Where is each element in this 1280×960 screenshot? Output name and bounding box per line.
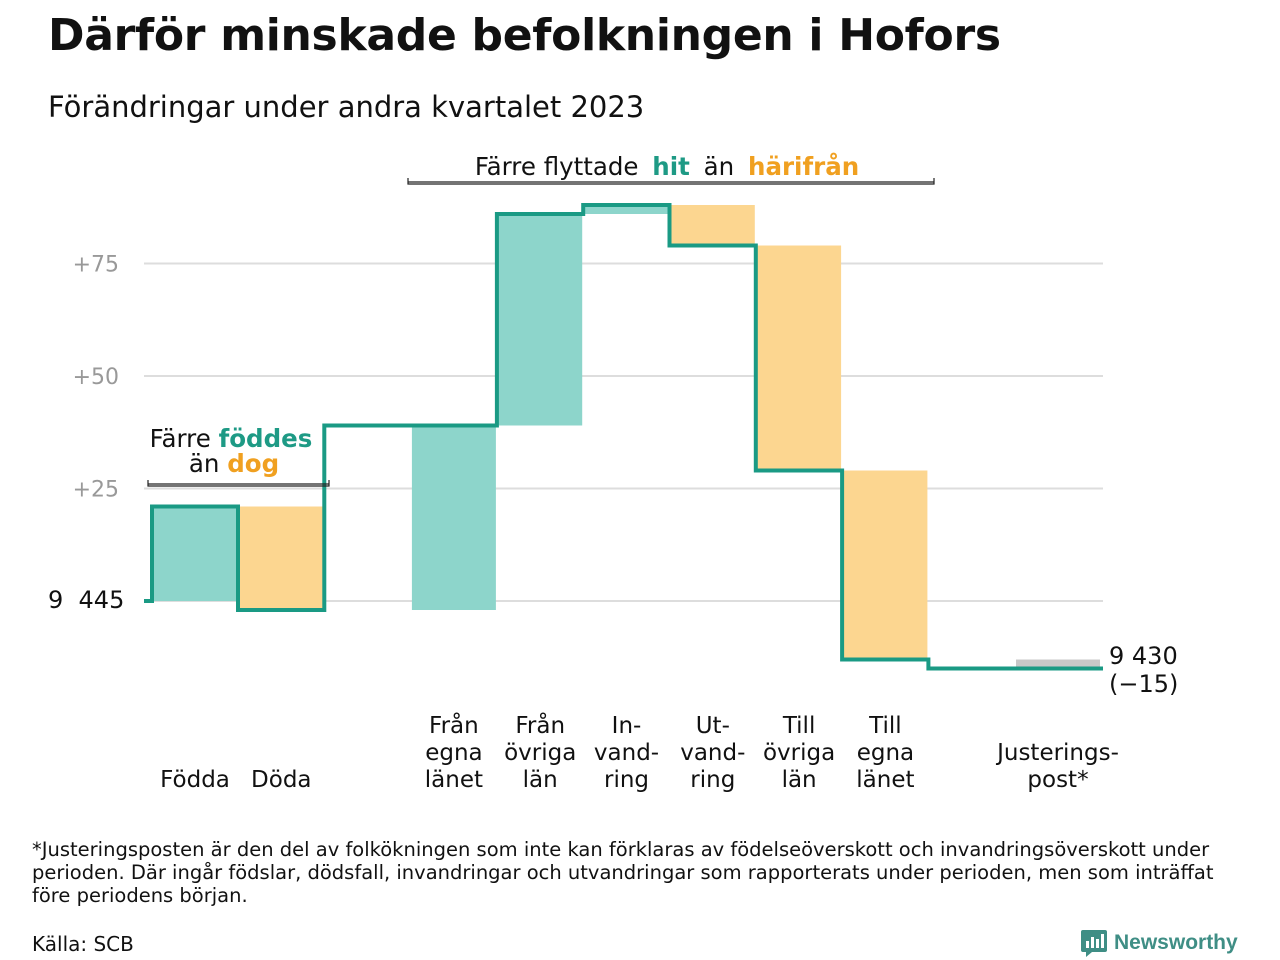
births-annotation-green: föddes [219, 424, 313, 453]
waterfall-bar [498, 214, 583, 426]
waterfall-bar [584, 205, 669, 214]
y-tick-labels: +25 +50 +75 [73, 253, 119, 503]
chart-subtitle: Förändringar under andra kvartalet 2023 [48, 90, 645, 124]
svg-text:Färre föddes: Färre föddes [150, 424, 313, 453]
newsworthy-logo-icon [1081, 930, 1107, 957]
brand-name: Newsworthy [1114, 931, 1238, 954]
category-labels: Födda Döda Från egna länet Från övriga län In-va… [160, 711, 1119, 793]
start-value-label: 9 445 [48, 586, 124, 614]
births-annotation-prefix: Färre [150, 424, 211, 453]
category-label: Från egna länet [425, 711, 483, 793]
category-label: In-vand-ring [594, 713, 659, 793]
waterfall-bar [1016, 659, 1100, 669]
waterfall-bar [757, 245, 842, 471]
category-label: Från övriga län [504, 711, 576, 793]
source-note: Källa: SCB [32, 932, 134, 956]
category-label: Till egna länet [856, 713, 914, 793]
waterfall-chart: +25 +50 +75 Födda Döda Från egna länet Från övri… [48, 152, 1178, 793]
waterfall-bar [153, 506, 237, 601]
births-annotation-prefix2: än [189, 449, 220, 478]
category-label: Ut-vand-ring [680, 713, 745, 793]
waterfall-bar [411, 425, 496, 610]
chart-title: Därför minskade befolkningen i Hofors [48, 10, 1001, 61]
births-annotation-orange: dog [227, 449, 279, 478]
moves-bracket [407, 178, 935, 185]
waterfall-bar [670, 205, 755, 246]
svg-text:än dog: än dog [189, 449, 279, 478]
category-label: Döda [251, 767, 311, 793]
waterfall-bar [239, 506, 324, 610]
svg-text:Färre flyttade hit: Färre flyttade hit än härifrån [475, 152, 859, 181]
bars [153, 205, 1100, 669]
moves-annotation: Färre flyttade hit än härifrån [407, 152, 935, 185]
births-bracket [147, 480, 330, 487]
y-tick-label: +75 [73, 253, 119, 278]
moves-annotation-middle: än [704, 152, 735, 181]
moves-annotation-orange: härifrån [748, 152, 859, 181]
births-annotation: Färre föddes än dog [147, 424, 330, 487]
category-label: Till övriga län [763, 713, 835, 793]
moves-annotation-green: hit [652, 152, 690, 181]
y-tick-label: +25 [73, 478, 119, 503]
end-change-label: (−15) [1109, 670, 1178, 698]
category-label: Födda [160, 767, 230, 793]
y-tick-label: +50 [73, 365, 119, 390]
moves-annotation-prefix: Färre flyttade [475, 152, 639, 181]
footnote: *Justeringsposten är den del av folkökni… [32, 838, 1214, 907]
brand-logo: Newsworthy [1080, 928, 1238, 958]
end-value-label: 9 430 [1109, 642, 1178, 670]
waterfall-bar [843, 470, 928, 660]
running-total-line [144, 203, 1103, 671]
category-label: Justerings-post* [995, 740, 1119, 793]
